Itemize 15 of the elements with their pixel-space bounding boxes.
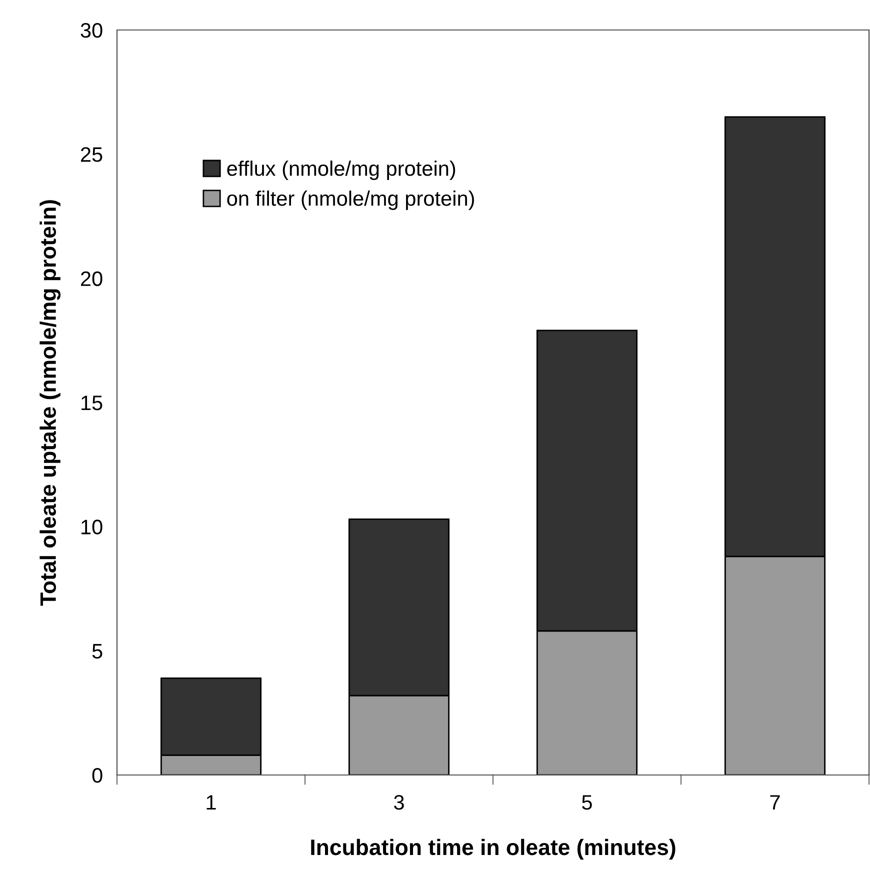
y-tick-label: 30: [80, 23, 102, 38]
legend-label: on filter (nmole/mg protein): [227, 190, 474, 210]
x-tick-label: 7: [770, 795, 780, 810]
y-tick-label: 25: [80, 147, 102, 162]
y-tick-label: 20: [80, 271, 102, 286]
x-tick-label: 1: [206, 795, 216, 810]
x-axis-title: Incubation time in oleate (minutes): [311, 838, 676, 860]
y-tick-label: 15: [82, 396, 102, 410]
x-tick-label: 3: [394, 794, 404, 810]
y-axis-title: Total oleate uptake (nmole/mg protein): [40, 200, 60, 606]
y-tick-label: 5: [92, 644, 102, 659]
x-tick-label: 5: [582, 795, 592, 810]
legend-label: efflux (nmole/mg protein): [227, 160, 456, 180]
y-tick-label: 10: [82, 520, 102, 534]
y-tick-label: 0: [92, 768, 102, 783]
